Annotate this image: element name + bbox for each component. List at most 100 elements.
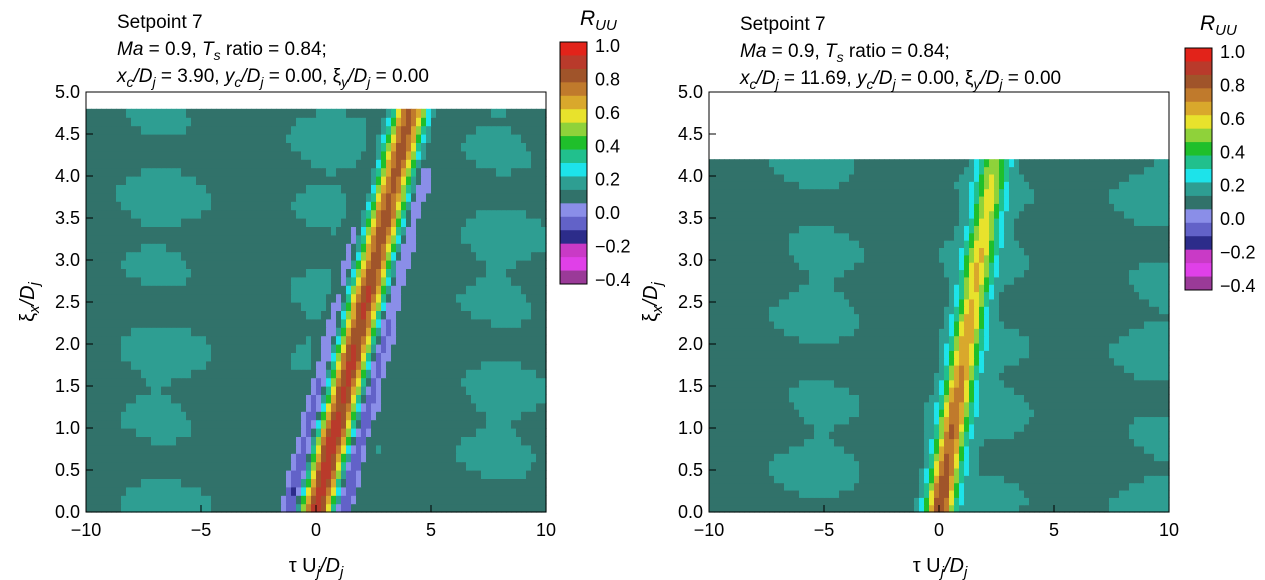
heatmap-cell <box>166 318 172 328</box>
heatmap-cell <box>306 344 312 353</box>
heatmap-cell <box>276 461 282 471</box>
heatmap-cell <box>396 318 402 328</box>
heatmap-cell <box>849 497 855 506</box>
heatmap-cell <box>151 218 157 227</box>
heatmap-cell <box>226 461 232 471</box>
heatmap-cell <box>999 504 1005 513</box>
heatmap-cell <box>1089 504 1095 513</box>
heatmap-cell <box>206 176 212 185</box>
heatmap-cell <box>196 436 202 446</box>
heatmap-cell <box>376 419 382 429</box>
heatmap-cell <box>381 318 387 328</box>
heatmap-cell <box>241 369 247 379</box>
heatmap-cell <box>411 486 417 496</box>
heatmap-cell <box>171 377 177 387</box>
heatmap-cell <box>161 192 167 202</box>
heatmap-cell <box>211 377 217 387</box>
heatmap-cell <box>86 335 92 345</box>
heatmap-cell <box>481 503 487 513</box>
heatmap-cell <box>246 360 252 370</box>
heatmap-cell <box>471 209 477 219</box>
heatmap-cell <box>366 369 372 379</box>
heatmap-cell <box>181 276 187 286</box>
heatmap-cell <box>461 318 467 328</box>
heatmap-cell <box>156 167 162 177</box>
heatmap-cell <box>371 344 377 353</box>
heatmap-cell <box>296 234 302 244</box>
heatmap-cell <box>376 142 382 152</box>
heatmap-cell <box>541 234 547 244</box>
heatmap-cell <box>989 482 995 491</box>
heatmap-cell <box>486 495 492 505</box>
heatmap-cell <box>186 285 192 295</box>
heatmap-cell <box>889 497 895 506</box>
heatmap-cell <box>759 504 765 513</box>
heatmap-cell <box>371 486 377 496</box>
heatmap-cell <box>729 475 735 484</box>
heatmap-cell <box>511 285 517 295</box>
heatmap-cell <box>256 150 262 160</box>
heatmap-cell <box>461 344 467 353</box>
heatmap-cell <box>411 402 417 412</box>
heatmap-cell <box>246 218 252 227</box>
heatmap-cell <box>321 419 327 429</box>
heatmap-cell <box>301 251 307 261</box>
heatmap-cell <box>451 251 457 261</box>
heatmap-cell <box>814 475 820 484</box>
heatmap-cell <box>531 108 537 118</box>
heatmap-cell <box>769 504 775 513</box>
heatmap-cell <box>401 201 407 211</box>
heatmap-cell <box>456 386 462 395</box>
heatmap-cell <box>431 360 437 370</box>
heatmap-cell <box>141 150 147 160</box>
heatmap-cell <box>121 394 127 404</box>
heatmap-cell <box>281 419 287 429</box>
heatmap-cell <box>316 436 322 446</box>
heatmap-cell <box>401 377 407 387</box>
heatmap-cell <box>521 402 527 412</box>
heatmap-cell <box>291 419 297 429</box>
heatmap-cell <box>176 285 182 295</box>
heatmap-cell <box>341 226 347 236</box>
heatmap-cell <box>541 478 547 488</box>
heatmap-cell <box>416 419 422 429</box>
heatmap-cell <box>191 461 197 471</box>
heatmap-cell <box>486 486 492 496</box>
heatmap-cell <box>301 218 307 227</box>
heatmap-cell <box>236 478 242 488</box>
heatmap-cell <box>461 201 467 211</box>
heatmap-cell <box>541 302 547 311</box>
heatmap-cell <box>181 369 187 379</box>
heatmap-cell <box>131 419 137 429</box>
heatmap-cell <box>346 234 352 244</box>
heatmap-cell <box>221 486 227 496</box>
heatmap-cell <box>231 436 237 446</box>
heatmap-cell <box>196 377 202 387</box>
heatmap-cell <box>261 125 267 135</box>
heatmap-cell <box>511 134 517 143</box>
heatmap-cell <box>426 276 432 286</box>
heatmap-cell <box>1144 489 1150 498</box>
heatmap-cell <box>396 209 402 219</box>
heatmap-cell <box>251 419 257 429</box>
heatmap-cell <box>491 243 497 253</box>
heatmap-cell <box>261 386 267 395</box>
heatmap-cell <box>316 167 322 177</box>
heatmap-cell <box>146 369 152 379</box>
heatmap-cell <box>96 108 102 118</box>
x-axis-label-left: τ Uj/Dj <box>289 555 344 580</box>
heatmap-cell <box>121 134 127 143</box>
heatmap-cell <box>441 234 447 244</box>
heatmap-cell <box>131 192 137 202</box>
heatmap-cell <box>171 293 177 303</box>
heatmap-cell <box>426 411 432 421</box>
heatmap-cell <box>96 209 102 219</box>
heatmap-cell <box>331 428 337 437</box>
heatmap-cell <box>236 218 242 227</box>
heatmap-cell <box>954 475 960 484</box>
heatmap-cell <box>361 201 367 211</box>
heatmap-cell <box>336 176 342 185</box>
heatmap-cell <box>266 318 272 328</box>
heatmap-cell <box>196 234 202 244</box>
heatmap-cell <box>161 352 167 362</box>
